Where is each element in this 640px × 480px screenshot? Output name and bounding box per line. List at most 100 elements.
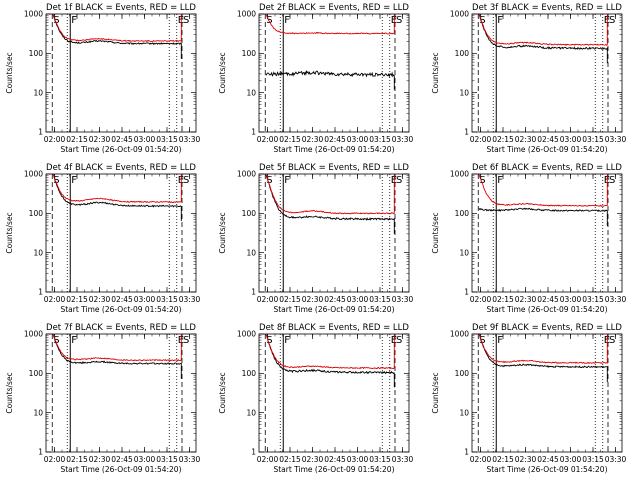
y-tick-label: 10 <box>246 408 256 417</box>
y-tick-label: 100 <box>29 209 44 218</box>
chart-svg: Det 2f BLACK = Events, RED = LLD 1 10 100 10… <box>218 3 414 154</box>
marker-label: S <box>53 15 59 26</box>
marker-label: F <box>497 15 503 26</box>
y-tick-label: 1 <box>251 288 256 297</box>
x-tick-label: 03:15 <box>369 135 391 144</box>
y-tick-label: 1 <box>38 448 43 457</box>
y-tick-label: 1000 <box>237 170 256 179</box>
plot-frame <box>45 13 197 133</box>
x-tick-label: 03:15 <box>369 455 391 464</box>
series-line-lld <box>52 333 182 362</box>
chart-title: Det 7f BLACK = Events, RED = LLD <box>46 323 196 333</box>
chart-title: Det 4f BLACK = Events, RED = LLD <box>46 163 196 173</box>
marker-label: S <box>396 15 402 26</box>
y-tick-label: 100 <box>455 49 470 58</box>
y-tick-label: 10 <box>33 248 43 257</box>
chart-panel-det-7: Det 7f BLACK = Events, RED = LLD 1 10 100 10… <box>0 320 213 480</box>
chart-svg: Det 6f BLACK = Events, RED = LLD 1 10 100 10… <box>431 163 627 314</box>
x-tick-label: 03:00 <box>560 135 582 144</box>
plot-frame <box>258 173 410 293</box>
series-line-events <box>478 207 608 226</box>
x-tick-label: 02:30 <box>89 455 111 464</box>
x-tick-label: 02:30 <box>515 135 537 144</box>
plot-frame <box>471 173 623 293</box>
y-tick-label: 1 <box>464 128 469 137</box>
x-tick-label: 03:30 <box>605 135 627 144</box>
series-line-events <box>52 13 182 59</box>
marker-label: S <box>609 175 615 186</box>
y-tick-label: 1 <box>38 288 43 297</box>
y-tick-label: 1000 <box>237 10 256 19</box>
y-axis-label: Counts/sec <box>5 372 14 413</box>
x-tick-label: 02:45 <box>537 135 559 144</box>
x-tick-label: 02:45 <box>111 455 133 464</box>
chart-svg: Det 9f BLACK = Events, RED = LLD 1 10 100 10… <box>431 323 627 474</box>
y-axis-label: Counts/sec <box>431 212 440 253</box>
x-tick-label: 02:15 <box>66 455 88 464</box>
marker-label: S <box>53 335 59 346</box>
series-line-lld <box>265 173 395 215</box>
chart-panel-det-8: Det 8f BLACK = Events, RED = LLD 1 10 100 10… <box>213 320 426 480</box>
y-tick-label: 100 <box>242 209 257 218</box>
x-tick-label: 02:15 <box>66 135 88 144</box>
series-line-lld <box>478 174 608 207</box>
y-axis-label: Counts/sec <box>218 212 227 253</box>
series-line-events <box>478 13 608 64</box>
x-tick-label: 03:15 <box>582 135 604 144</box>
series-line-lld <box>52 13 182 43</box>
y-tick-label: 100 <box>455 209 470 218</box>
x-axis-label: Start Time (26-Oct-09 01:54:20) <box>486 145 607 154</box>
chart-panel-det-2: Det 2f BLACK = Events, RED = LLD 1 10 100 10… <box>213 0 426 160</box>
x-tick-label: 02:45 <box>111 135 133 144</box>
marker-label: S <box>479 175 485 186</box>
series-line-events <box>478 333 608 383</box>
x-tick-label: 02:45 <box>324 455 346 464</box>
x-tick-label: 03:00 <box>134 295 156 304</box>
plot-frame <box>471 333 623 453</box>
series-line-events <box>265 174 395 234</box>
y-tick-label: 100 <box>242 369 257 378</box>
x-tick-label: 02:00 <box>44 295 66 304</box>
y-tick-label: 1000 <box>237 330 256 339</box>
marker-label: F <box>284 175 290 186</box>
x-tick-label: 03:30 <box>392 295 414 304</box>
chart-panel-det-4: Det 4f BLACK = Events, RED = LLD 1 10 100 10… <box>0 160 213 320</box>
x-tick-label: 02:45 <box>324 295 346 304</box>
chart-title: Det 9f BLACK = Events, RED = LLD <box>472 323 622 333</box>
x-axis-label: Start Time (26-Oct-09 01:54:20) <box>486 305 607 314</box>
x-tick-label: 02:45 <box>537 295 559 304</box>
marker-label: S <box>266 175 272 186</box>
chart-panel-det-3: Det 3f BLACK = Events, RED = LLD 1 10 100 10… <box>426 0 639 160</box>
x-tick-label: 02:45 <box>324 135 346 144</box>
x-tick-label: 02:15 <box>279 295 301 304</box>
marker-label: F <box>71 175 77 186</box>
x-tick-label: 03:15 <box>582 455 604 464</box>
x-tick-label: 03:30 <box>179 455 201 464</box>
y-tick-label: 10 <box>246 248 256 257</box>
series-line-lld <box>52 173 182 204</box>
series-line-lld <box>265 13 395 35</box>
x-tick-label: 02:30 <box>89 295 111 304</box>
y-tick-label: 10 <box>459 248 469 257</box>
series-line-lld <box>478 334 608 364</box>
x-tick-label: 03:30 <box>605 455 627 464</box>
x-tick-label: 02:00 <box>44 455 66 464</box>
y-axis-label: Counts/sec <box>5 52 14 93</box>
chart-panel-det-5: Det 5f BLACK = Events, RED = LLD 1 10 100 10… <box>213 160 426 320</box>
plot-frame <box>258 13 410 133</box>
marker-label: F <box>71 335 77 346</box>
chart-title: Det 3f BLACK = Events, RED = LLD <box>472 3 622 13</box>
x-tick-label: 03:30 <box>179 135 201 144</box>
x-tick-label: 03:30 <box>392 455 414 464</box>
x-tick-label: 02:15 <box>279 135 301 144</box>
y-tick-label: 100 <box>242 49 257 58</box>
x-tick-label: 02:45 <box>111 295 133 304</box>
chart-svg: Det 3f BLACK = Events, RED = LLD 1 10 100 10… <box>431 3 627 154</box>
x-tick-label: 02:00 <box>257 295 279 304</box>
x-tick-label: 03:00 <box>347 455 369 464</box>
x-tick-label: 03:30 <box>179 295 201 304</box>
y-axis-label: Counts/sec <box>218 372 227 413</box>
x-axis-label: Start Time (26-Oct-09 01:54:20) <box>60 465 181 474</box>
marker-label: S <box>183 175 189 186</box>
x-tick-label: 02:30 <box>302 295 324 304</box>
